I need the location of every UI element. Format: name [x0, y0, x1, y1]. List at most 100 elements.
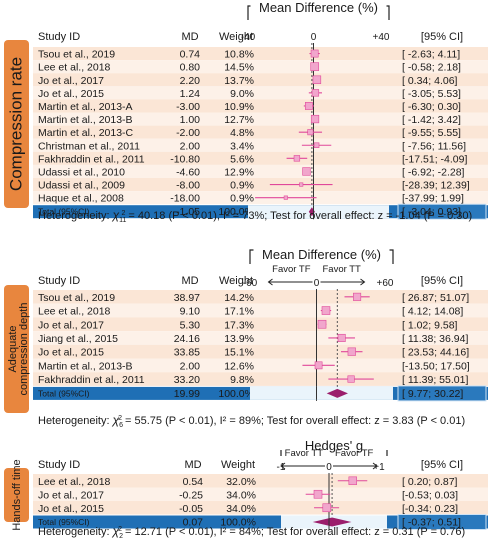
weight-value: 14.2% — [224, 292, 254, 304]
total-ci-box — [397, 385, 487, 402]
point-estimate — [313, 142, 320, 149]
study-id: Fakhraddin et al., 2011 — [38, 153, 145, 165]
md-value: 2.00 — [180, 140, 201, 152]
total-md: -1.05 — [176, 206, 200, 218]
weight-value: 12.9% — [224, 166, 254, 178]
point-estimate — [293, 155, 301, 162]
study-id: Lee et al., 2018 — [38, 306, 111, 318]
ci-text: [-0.53; 0.03] — [402, 489, 458, 501]
study-id: Tsou et al., 2019 — [38, 49, 115, 61]
weight-value: 17.1% — [224, 306, 254, 318]
col-header-weight: Weight — [219, 275, 253, 287]
tick-label: -40 — [241, 32, 256, 43]
point-estimate — [317, 319, 327, 329]
chi-subscript: 2 — [119, 533, 123, 540]
table-row — [33, 303, 488, 318]
chi-symbol: χ — [112, 413, 120, 427]
md-value: 0.80 — [180, 62, 201, 74]
heterogeneity-rest: = 12.71 (P < 0.01), I² = 84%; Test for o… — [122, 526, 465, 538]
tick-label: -1 — [277, 462, 286, 473]
total-plot-area — [250, 386, 393, 400]
side-label: Hands-off time — [11, 459, 23, 530]
table-row — [33, 501, 488, 515]
tick-label: 0 — [326, 462, 332, 473]
total-weight: 100.0% — [220, 517, 256, 529]
chi-superscript: 2 — [121, 210, 125, 217]
tick-label: +40 — [373, 32, 390, 43]
ci-text: [ -7.56; 11.56] — [402, 140, 466, 152]
md-value: -8.00 — [176, 180, 200, 192]
ci-text: [-0.34; 0.23] — [402, 503, 458, 515]
table-row — [33, 47, 488, 61]
metric-title: Mean Difference (%) — [262, 247, 381, 262]
col-header-ci: [95% CI] — [421, 459, 463, 471]
table-row — [33, 178, 488, 192]
md-value: -0.25 — [179, 489, 203, 501]
md-value: -10.80 — [170, 153, 200, 165]
total-label: Total (95%CI) — [38, 517, 90, 527]
md-value: 2.20 — [180, 75, 201, 87]
side-tab — [4, 285, 29, 413]
col-header-md: MD — [184, 459, 201, 471]
point-estimate — [337, 333, 346, 342]
ci-text: [ 11.38; 36.94] — [402, 333, 468, 345]
point-estimate — [307, 129, 314, 136]
table-row — [33, 487, 488, 501]
arrow-right-icon — [320, 278, 366, 286]
heterogeneity-rest: = 55.75 (P < 0.01), I² = 89%; Test for o… — [122, 415, 465, 427]
total-label-bg — [36, 206, 156, 218]
study-id: Martin et al., 2013-B — [38, 360, 133, 372]
title-bg — [266, 434, 402, 450]
ci-text: [ 11.39; 55.01] — [402, 374, 468, 386]
ci-text: [ 4.12; 14.08] — [402, 306, 463, 318]
ci-text: [ 0.20; 0.87] — [402, 476, 458, 488]
md-value: 33.20 — [174, 374, 200, 386]
title-bg — [250, 0, 387, 14]
weight-value: 13.9% — [224, 333, 254, 345]
md-value: -18.00 — [170, 193, 200, 205]
total-ci-box — [397, 514, 487, 530]
point-estimate — [304, 102, 313, 110]
weight-value: 3.4% — [230, 140, 254, 152]
weight-value: 9.8% — [230, 374, 254, 386]
favor-left-label: Favor TT — [285, 448, 324, 459]
table-row — [33, 86, 488, 100]
heterogeneity-prefix: Heterogeneity: — [38, 210, 113, 222]
heterogeneity-rest: = 40.18 (P < 0.01), I² = 73%; Test for o… — [125, 210, 472, 222]
col-header-study: Study ID — [38, 459, 80, 471]
study-id: Udassi et al., 2009 — [38, 180, 125, 192]
chi-superscript: 2 — [118, 526, 122, 533]
md-value: 24.16 — [174, 333, 200, 345]
ci-text: [-37.99; 1.99] — [402, 193, 464, 205]
ci-text: [ -3.05; 5.53] — [402, 88, 461, 100]
point-estimate — [353, 292, 362, 301]
md-value: 1.00 — [180, 114, 201, 126]
study-id: Lee et al., 2018 — [38, 62, 111, 74]
ci-text: [ -0.58; 2.18] — [402, 62, 461, 74]
weight-value: 0.9% — [230, 180, 254, 192]
col-header-study: Study ID — [38, 275, 80, 287]
side-label: Adequate — [7, 325, 19, 372]
forest-panel-2: Adequate compression depth Mean Difference… — [4, 242, 488, 429]
md-value: 1.24 — [180, 88, 201, 100]
total-label-bg — [36, 516, 156, 528]
point-estimate — [302, 167, 311, 176]
weight-value: 17.3% — [224, 319, 254, 331]
chi-symbol: χ — [112, 524, 120, 538]
arrow-right-icon — [333, 462, 378, 470]
total-ci-box — [397, 203, 487, 220]
title-bg — [253, 242, 390, 258]
ci-text: [ 1.02; 9.58] — [402, 319, 458, 331]
table-row — [33, 372, 488, 386]
ci-text: [-28.39; 12.39] — [402, 180, 470, 192]
point-estimate — [312, 75, 322, 84]
forest-panel-1: Compression rate Mean Difference (%) -40 0 +… — [4, 0, 488, 224]
col-header-ci: [95% CI] — [421, 275, 463, 287]
pooled-diamond — [312, 517, 352, 527]
ci-text: [ -6.30; 0.30] — [402, 101, 461, 113]
side-label: Compression rate — [6, 57, 25, 191]
ci-text: [ -6.92; -2.28] — [402, 166, 465, 178]
study-id: Jo et al., 2015 — [38, 88, 104, 100]
md-value: 38.97 — [174, 292, 200, 304]
